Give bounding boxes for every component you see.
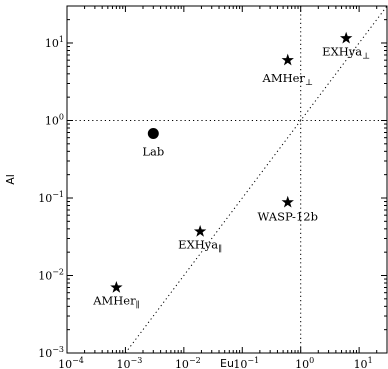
plot-frame (66, 5, 388, 354)
point-amher-perp (281, 53, 294, 66)
point-labels: AMHer⊥ EXHya⊥ Lab WASP-12b EXHya∥ AMHer∥ (92, 44, 370, 310)
point-lab (147, 127, 159, 139)
point-exhya-perp (339, 31, 353, 44)
label-exhya-par: EXHya∥ (178, 237, 222, 254)
y-tick-label: 10−1 (38, 190, 64, 205)
x-tick-label: 10−4 (58, 356, 84, 369)
x-tick-label: 101 (354, 356, 373, 369)
y-tick-label: 10−2 (38, 267, 64, 282)
y-tick-label: 100 (45, 112, 64, 127)
x-tick-label: 100 (295, 356, 314, 369)
ref-line-diagonal (125, 5, 388, 354)
x-axis-label: Eu (220, 357, 234, 369)
y-tick-label: 101 (45, 35, 64, 50)
y-axis-label: Al (4, 174, 17, 185)
point-exhya-par (193, 224, 207, 237)
y-tick-label: 10−3 (38, 345, 64, 360)
reference-lines (67, 5, 388, 354)
label-amher-perp: AMHer⊥ (262, 71, 313, 88)
x-tick-label: 10−2 (175, 356, 201, 369)
label-lab: Lab (142, 144, 164, 158)
data-points (110, 31, 353, 293)
label-exhya-perp: EXHya⊥ (322, 44, 370, 61)
point-amher-par (110, 281, 123, 293)
label-wasp-12b: WASP-12b (258, 209, 318, 223)
point-wasp-12b (281, 195, 294, 208)
x-tick-label: 10−3 (117, 356, 143, 369)
label-amher-par: AMHer∥ (92, 294, 139, 311)
x-tick-label: 10−1 (233, 356, 259, 369)
